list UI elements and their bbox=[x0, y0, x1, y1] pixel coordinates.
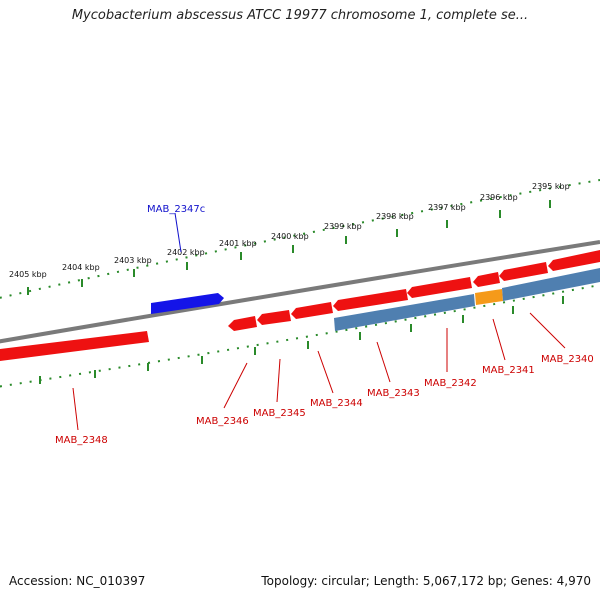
gene-reverse-block-2[interactable] bbox=[502, 268, 600, 301]
gene-label: MAB_2345 bbox=[253, 408, 306, 419]
gene-label: MAB_2340 bbox=[541, 354, 594, 365]
gene-MAB_2340[interactable] bbox=[499, 262, 548, 281]
accession-text: Accession: NC_010397 bbox=[9, 574, 146, 588]
gene-MAB_2345[interactable] bbox=[257, 310, 291, 325]
gene-label: MAB_2347c bbox=[147, 204, 205, 215]
kbp-label: 2402 kbp bbox=[167, 248, 205, 257]
inner-major-ticks bbox=[39, 296, 564, 384]
chromosome-backbone bbox=[0, 240, 600, 344]
gene-reverse-block-1[interactable] bbox=[334, 294, 475, 331]
gene-right-red[interactable] bbox=[548, 250, 600, 271]
gene-MAB_2342[interactable] bbox=[407, 277, 472, 298]
gene-label: MAB_2346 bbox=[196, 416, 249, 427]
kbp-label: 2399 kbp bbox=[324, 222, 362, 231]
summary-text: Topology: circular; Length: 5,067,172 bp… bbox=[261, 574, 591, 588]
kbp-label: 2401 kbp bbox=[219, 239, 257, 248]
gene-MAB_2348[interactable] bbox=[0, 331, 149, 361]
gene-label: MAB_2344 bbox=[310, 398, 363, 409]
kbp-label: 2396 kbp bbox=[480, 193, 518, 202]
kbp-label: 2398 kbp bbox=[376, 212, 414, 221]
gene-label: MAB_2348 bbox=[55, 435, 108, 446]
outer-major-ticks bbox=[27, 200, 551, 295]
kbp-label: 2397 kbp bbox=[428, 203, 466, 212]
gene-label: MAB_2342 bbox=[424, 378, 477, 389]
gene-special-orange[interactable] bbox=[475, 289, 503, 305]
kbp-label: 2404 kbp bbox=[62, 263, 100, 272]
leader-lines bbox=[72, 212, 566, 431]
kbp-label: 2400 kbp bbox=[271, 232, 309, 241]
kbp-label: 2405 kbp bbox=[9, 270, 47, 279]
gene-label: MAB_2341 bbox=[482, 365, 535, 376]
gene-MAB_2347c[interactable] bbox=[151, 293, 224, 314]
gene-MAB_2344[interactable] bbox=[291, 302, 333, 319]
map-title: Mycobacterium abscessus ATCC 19977 chrom… bbox=[71, 8, 529, 23]
kbp-label: 2395 kbp bbox=[532, 182, 570, 191]
kbp-label: 2403 kbp bbox=[114, 256, 152, 265]
inner-tick-track bbox=[0, 284, 600, 388]
gene-MAB_2346[interactable] bbox=[228, 316, 257, 331]
gene-MAB_2341[interactable] bbox=[473, 272, 500, 287]
gene-label: MAB_2343 bbox=[367, 388, 420, 399]
gene-MAB_2343[interactable] bbox=[333, 289, 408, 311]
